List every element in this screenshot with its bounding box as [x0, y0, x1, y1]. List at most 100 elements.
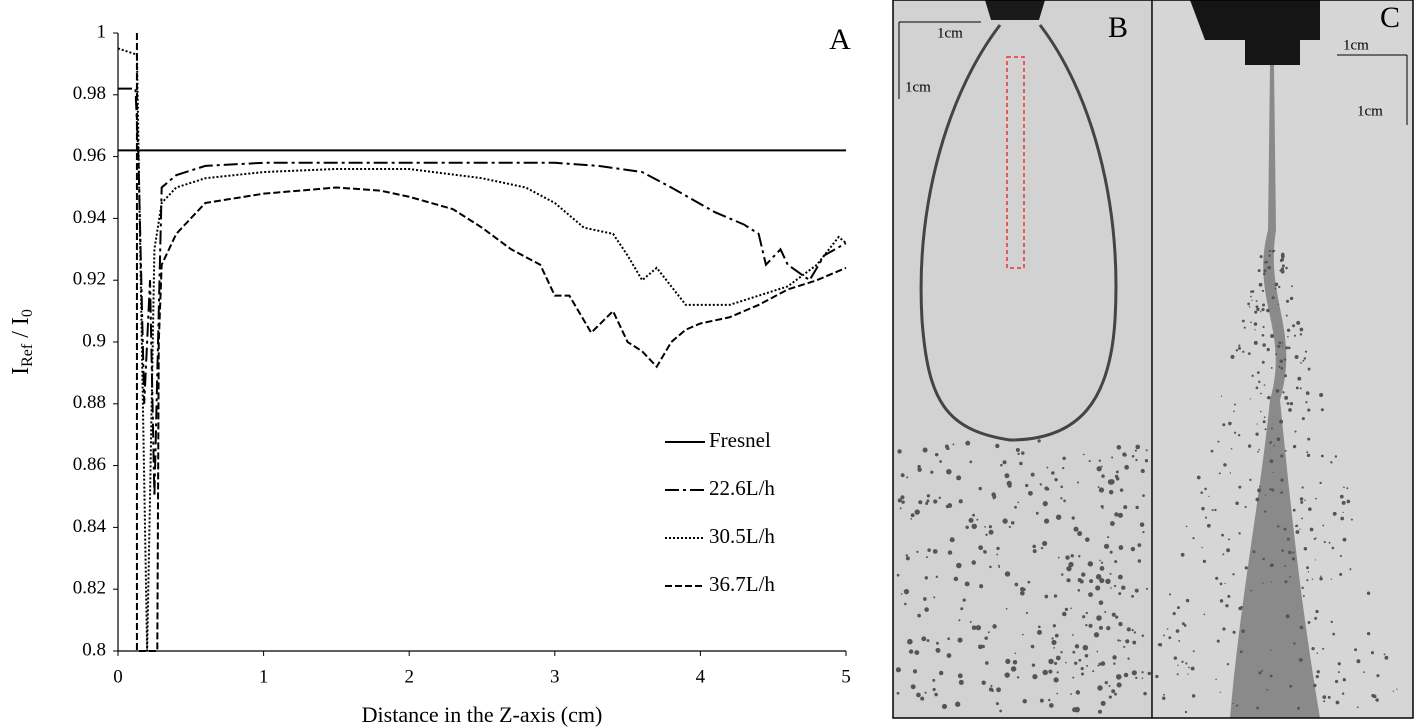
droplet — [1247, 352, 1251, 355]
droplet — [1016, 676, 1020, 679]
droplet — [1262, 325, 1265, 329]
droplet — [1269, 441, 1272, 444]
droplet — [1077, 589, 1081, 592]
droplet — [1085, 623, 1088, 627]
droplet — [1111, 612, 1116, 617]
droplet — [1025, 611, 1028, 615]
droplet — [1140, 468, 1145, 474]
droplet — [1081, 572, 1086, 577]
droplet — [917, 464, 921, 469]
droplet — [1111, 689, 1116, 694]
droplet — [1115, 470, 1119, 474]
droplet — [1046, 466, 1049, 469]
droplet — [1145, 587, 1149, 590]
droplet — [1250, 290, 1253, 293]
droplet — [1042, 669, 1048, 676]
droplet — [1285, 314, 1288, 317]
droplet — [1054, 633, 1059, 638]
droplet — [1037, 629, 1042, 635]
droplet — [1100, 661, 1106, 666]
droplet — [945, 504, 950, 509]
droplet — [1117, 574, 1123, 580]
droplet — [1082, 453, 1085, 456]
droplet — [1260, 310, 1262, 313]
liquid-sheet — [919, 24, 1118, 442]
droplet — [1235, 349, 1239, 352]
droplet — [1267, 265, 1271, 270]
droplet — [1295, 386, 1299, 390]
droplet — [1238, 485, 1242, 489]
droplet — [1272, 471, 1274, 474]
droplet — [1285, 299, 1290, 303]
droplet — [1293, 334, 1297, 337]
droplet — [1017, 452, 1020, 456]
droplet — [1279, 419, 1284, 424]
droplet — [1017, 501, 1020, 504]
scale-bar — [1337, 54, 1408, 125]
droplet — [999, 709, 1002, 713]
droplet — [939, 460, 942, 463]
droplet — [1053, 594, 1058, 598]
x-tick-label: 4 — [696, 666, 706, 687]
droplet — [1268, 249, 1272, 253]
droplet — [1065, 555, 1070, 560]
droplet — [1123, 505, 1128, 510]
droplet — [906, 476, 909, 479]
droplet — [1314, 559, 1316, 561]
droplet — [930, 470, 934, 474]
droplet — [1092, 670, 1095, 673]
droplet — [917, 467, 922, 472]
droplet — [1257, 269, 1261, 273]
droplet — [1306, 453, 1311, 458]
droplet — [1131, 594, 1134, 598]
droplet — [1066, 578, 1071, 583]
droplet — [1126, 627, 1131, 632]
droplet — [932, 549, 938, 554]
droplet — [1356, 706, 1359, 709]
legend-label: 30.5L/h — [709, 524, 775, 548]
droplet — [1115, 476, 1120, 481]
droplet — [932, 678, 936, 682]
y-tick-label: 1 — [97, 21, 107, 42]
droplet — [997, 564, 1000, 567]
droplet — [1100, 465, 1103, 468]
droplet — [962, 598, 966, 602]
droplet — [1266, 308, 1270, 313]
droplet — [924, 691, 927, 694]
droplet — [1004, 473, 1010, 479]
droplet — [1048, 698, 1051, 702]
droplet — [1119, 488, 1124, 492]
droplet — [1093, 632, 1100, 638]
droplet — [1263, 416, 1266, 419]
droplet — [957, 673, 963, 679]
droplet — [1238, 532, 1241, 535]
droplet — [1072, 650, 1076, 654]
droplet — [1278, 341, 1282, 345]
droplet — [1238, 434, 1241, 437]
droplet — [905, 554, 908, 557]
droplet — [1255, 305, 1259, 309]
droplet — [1278, 285, 1281, 289]
droplet — [1320, 575, 1322, 577]
droplet — [1279, 359, 1284, 363]
droplet — [1280, 454, 1284, 458]
droplet — [1051, 471, 1055, 475]
droplet — [1293, 642, 1296, 645]
droplet — [941, 703, 948, 710]
droplet — [1096, 466, 1102, 472]
droplet — [1233, 410, 1235, 413]
droplet — [996, 546, 1000, 551]
droplet — [1277, 303, 1280, 305]
droplet — [1147, 671, 1152, 676]
droplet — [1106, 625, 1111, 631]
droplet — [987, 631, 990, 634]
droplet — [1088, 592, 1093, 598]
droplet — [1006, 480, 1012, 487]
droplet — [1223, 463, 1227, 467]
droplet — [992, 624, 997, 629]
droplet — [1247, 302, 1251, 306]
droplet — [1109, 550, 1113, 554]
droplet — [1275, 389, 1280, 393]
droplet — [1269, 488, 1272, 491]
droplet — [946, 468, 952, 475]
